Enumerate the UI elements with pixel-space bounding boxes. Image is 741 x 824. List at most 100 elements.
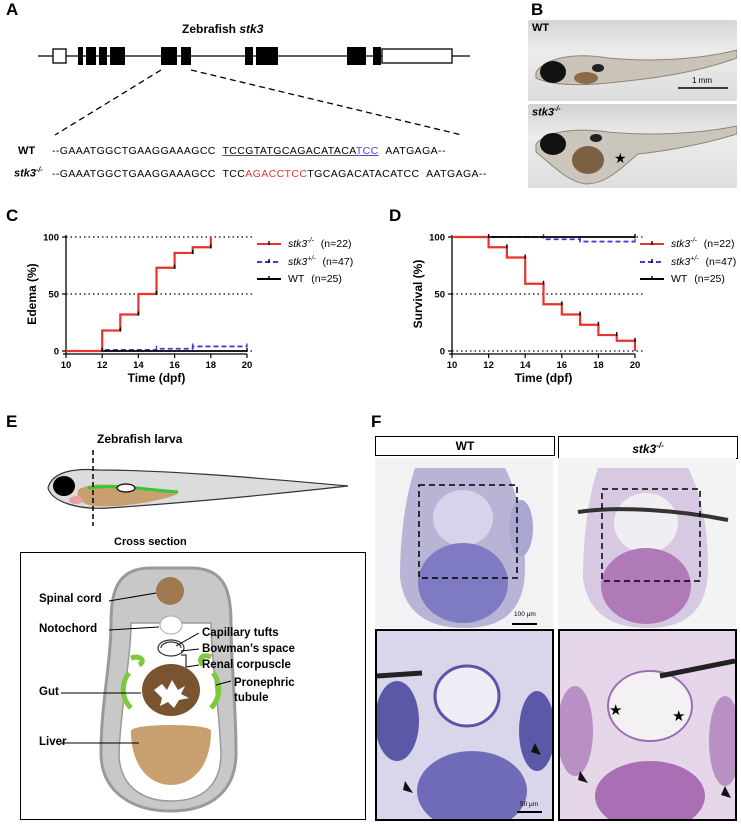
legend-entry: stk3+/- (n=47) xyxy=(639,255,736,268)
exon-target xyxy=(161,47,177,65)
label-notochord: Notochord xyxy=(39,623,98,635)
x-tick-label: 14 xyxy=(133,360,144,371)
legend-label: stk3-/- xyxy=(671,237,697,250)
x-axis-label: Time (dpf) xyxy=(515,371,573,385)
legend-swatch xyxy=(257,276,281,281)
x-axis-label: Time (dpf) xyxy=(128,371,186,385)
wt-seq-label: WT xyxy=(18,145,36,157)
series-line-stk3 xyxy=(66,237,212,353)
x-tick-label: 10 xyxy=(447,360,458,371)
svg-text:★: ★ xyxy=(672,707,685,725)
legend-count: (n=25) xyxy=(308,273,342,285)
scale-bar-label: 1 mm xyxy=(692,76,712,85)
mutant-larva-label: stk3-/- xyxy=(532,106,561,119)
panel-letter-b: B xyxy=(531,0,544,19)
exon xyxy=(256,47,278,65)
label-spinal-cord: Spinal cord xyxy=(39,593,102,605)
exon-utr-5 xyxy=(52,48,67,64)
y-tick-label: 50 xyxy=(434,290,445,301)
exon xyxy=(78,47,83,65)
legend-swatch xyxy=(257,240,281,245)
label-liver: Liver xyxy=(39,736,67,748)
y-axis-label: Edema (%) xyxy=(25,263,39,324)
exon xyxy=(86,47,96,65)
y-tick-label: 0 xyxy=(54,347,59,358)
x-tick-label: 12 xyxy=(483,360,494,371)
larva-title: Zebrafish larva xyxy=(97,432,183,446)
y-tick-label: 100 xyxy=(43,233,59,244)
legend-swatch xyxy=(640,276,664,281)
scale-100um: 100 µm xyxy=(514,611,536,618)
larva-schematic xyxy=(47,450,349,526)
exon-utr-3 xyxy=(381,48,453,64)
legend-label: stk3+/- xyxy=(671,255,699,268)
x-tick-label: 16 xyxy=(557,360,568,371)
exon xyxy=(347,47,366,65)
x-tick-label: 16 xyxy=(169,360,180,371)
panel-letter-f: F xyxy=(371,412,382,431)
y-tick-label: 0 xyxy=(440,347,445,358)
svg-text:★: ★ xyxy=(609,701,622,719)
y-tick-label: 50 xyxy=(48,290,59,301)
exon-target xyxy=(181,47,191,65)
histology-wt-overview: 100 µm xyxy=(375,458,553,628)
wt-sequence: --GAAATGGCTGAAGGAAAGCC TCCGTATGCAGACATAC… xyxy=(52,145,446,157)
legend-entry: WT (n=25) xyxy=(256,273,342,285)
x-tick-label: 10 xyxy=(61,360,72,371)
legend-count: (n=25) xyxy=(691,273,725,285)
x-tick-label: 14 xyxy=(520,360,531,371)
panel-letter-c: C xyxy=(6,206,19,225)
legend-label: stk3+/- xyxy=(288,255,316,268)
mut-sequence: --GAAATGGCTGAAGGAAAGCC TCCAGACCTCCTGCAGA… xyxy=(52,168,487,180)
label-capillary-tufts: Capillary tufts xyxy=(202,627,279,639)
wt-larva-photo: WT 1 mm xyxy=(528,20,737,101)
label-pronephric: Pronephric xyxy=(234,677,295,689)
x-tick-label: 18 xyxy=(593,360,604,371)
histology-mutant-overview xyxy=(558,458,736,628)
cross-section-box: Spinal cord Notochord Capillary tufts Bo… xyxy=(20,552,366,820)
legend-swatch xyxy=(640,240,664,245)
mutant-larva-photo: stk3-/- ★ xyxy=(528,104,737,188)
survival-chart: 0 50 100 10 12 14 16 18 20 Time (dpf) Survival (%) xyxy=(411,233,643,385)
x-tick-label: 20 xyxy=(630,360,641,371)
exon xyxy=(245,47,253,65)
panel-letter-d: D xyxy=(389,206,402,225)
exon xyxy=(99,47,107,65)
exon xyxy=(110,47,125,65)
legend-swatch xyxy=(257,258,281,263)
legend-entry: stk3-/- (n=22) xyxy=(256,237,351,250)
y-tick-label: 100 xyxy=(429,233,445,244)
label-renal-corpuscle: Renal corpuscle xyxy=(202,659,291,671)
legend-label: stk3-/- xyxy=(288,237,314,250)
label-tubule: tubule xyxy=(234,692,269,704)
legend-label: WT xyxy=(671,273,688,285)
legend-swatch xyxy=(640,258,664,263)
legend-count: (n=47) xyxy=(702,255,737,268)
x-tick-label: 20 xyxy=(242,360,253,371)
gene-title: Zebrafish stk3 xyxy=(182,22,264,36)
mut-seq-label: stk3-/- xyxy=(14,167,43,180)
legend-entry: stk3-/- (n=22) xyxy=(639,237,734,250)
label-gut: Gut xyxy=(39,686,59,698)
legend-label: WT xyxy=(288,273,305,285)
histology-mutant-title: stk3-/- xyxy=(558,436,738,459)
scale-50um: 50 µm xyxy=(520,801,539,808)
exon xyxy=(373,47,381,65)
panel-letter-e: E xyxy=(6,412,18,431)
histology-mutant-zoom: ★ ★ xyxy=(558,629,737,821)
wt-larva-label: WT xyxy=(532,22,550,34)
legend-count: (n=22) xyxy=(700,237,735,250)
y-axis-label: Survival (%) xyxy=(411,260,425,329)
edema-chart: 0 50 100 10 12 14 16 18 20 Time (dpf) Edema (%) xyxy=(25,233,255,385)
legend-entry: stk3+/- (n=47) xyxy=(256,255,353,268)
legend-entry: WT (n=25) xyxy=(639,273,725,285)
histology-wt-zoom: 50 µm xyxy=(375,629,554,821)
x-tick-label: 18 xyxy=(206,360,217,371)
cross-section-title: Cross section xyxy=(114,536,187,548)
legend-count: (n=47) xyxy=(319,255,354,268)
panel-letter-a: A xyxy=(6,0,19,19)
edema-star: ★ xyxy=(614,150,627,166)
x-tick-label: 12 xyxy=(97,360,108,371)
label-bowman-space: Bowman’s space xyxy=(202,643,295,655)
gene-structure-diagram xyxy=(38,47,470,136)
